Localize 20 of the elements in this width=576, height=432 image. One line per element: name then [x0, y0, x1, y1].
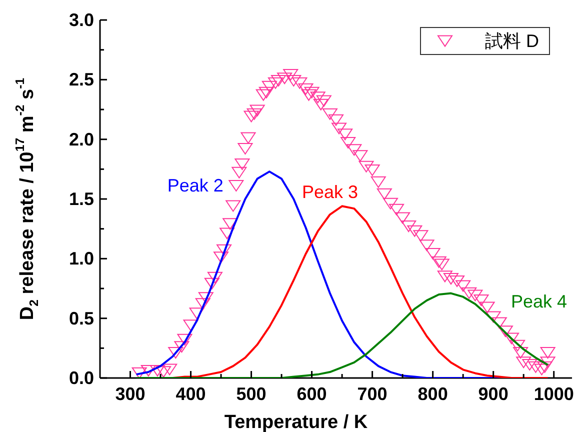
x-tick-label: 600 — [296, 384, 327, 404]
x-tick-label: 300 — [115, 384, 146, 404]
legend-label: 試料 D — [485, 30, 539, 53]
x-tick-label: 400 — [176, 384, 206, 404]
series-label: Peak 2 — [167, 176, 224, 196]
x-tick-label: 1000 — [534, 384, 574, 404]
y-tick-label: 2.0 — [68, 129, 94, 150]
x-tick-label: 900 — [478, 384, 508, 404]
y-tick-label: 2.5 — [68, 70, 94, 90]
y-tick-label: 0.0 — [68, 368, 94, 388]
series-label: Peak 4 — [510, 291, 568, 312]
series-label: Peak 3 — [302, 182, 358, 202]
x-tick-label: 700 — [357, 384, 388, 404]
y-tick-label: 1.5 — [68, 189, 94, 209]
x-tick-label: 500 — [236, 384, 266, 404]
y-tick-label: 3.0 — [68, 10, 94, 30]
y-tick-label: 0.5 — [68, 308, 94, 328]
x-axis-title: Temperature / K — [224, 412, 368, 432]
x-tick-label: 800 — [418, 384, 448, 404]
y-tick-label: 1.0 — [68, 248, 94, 269]
